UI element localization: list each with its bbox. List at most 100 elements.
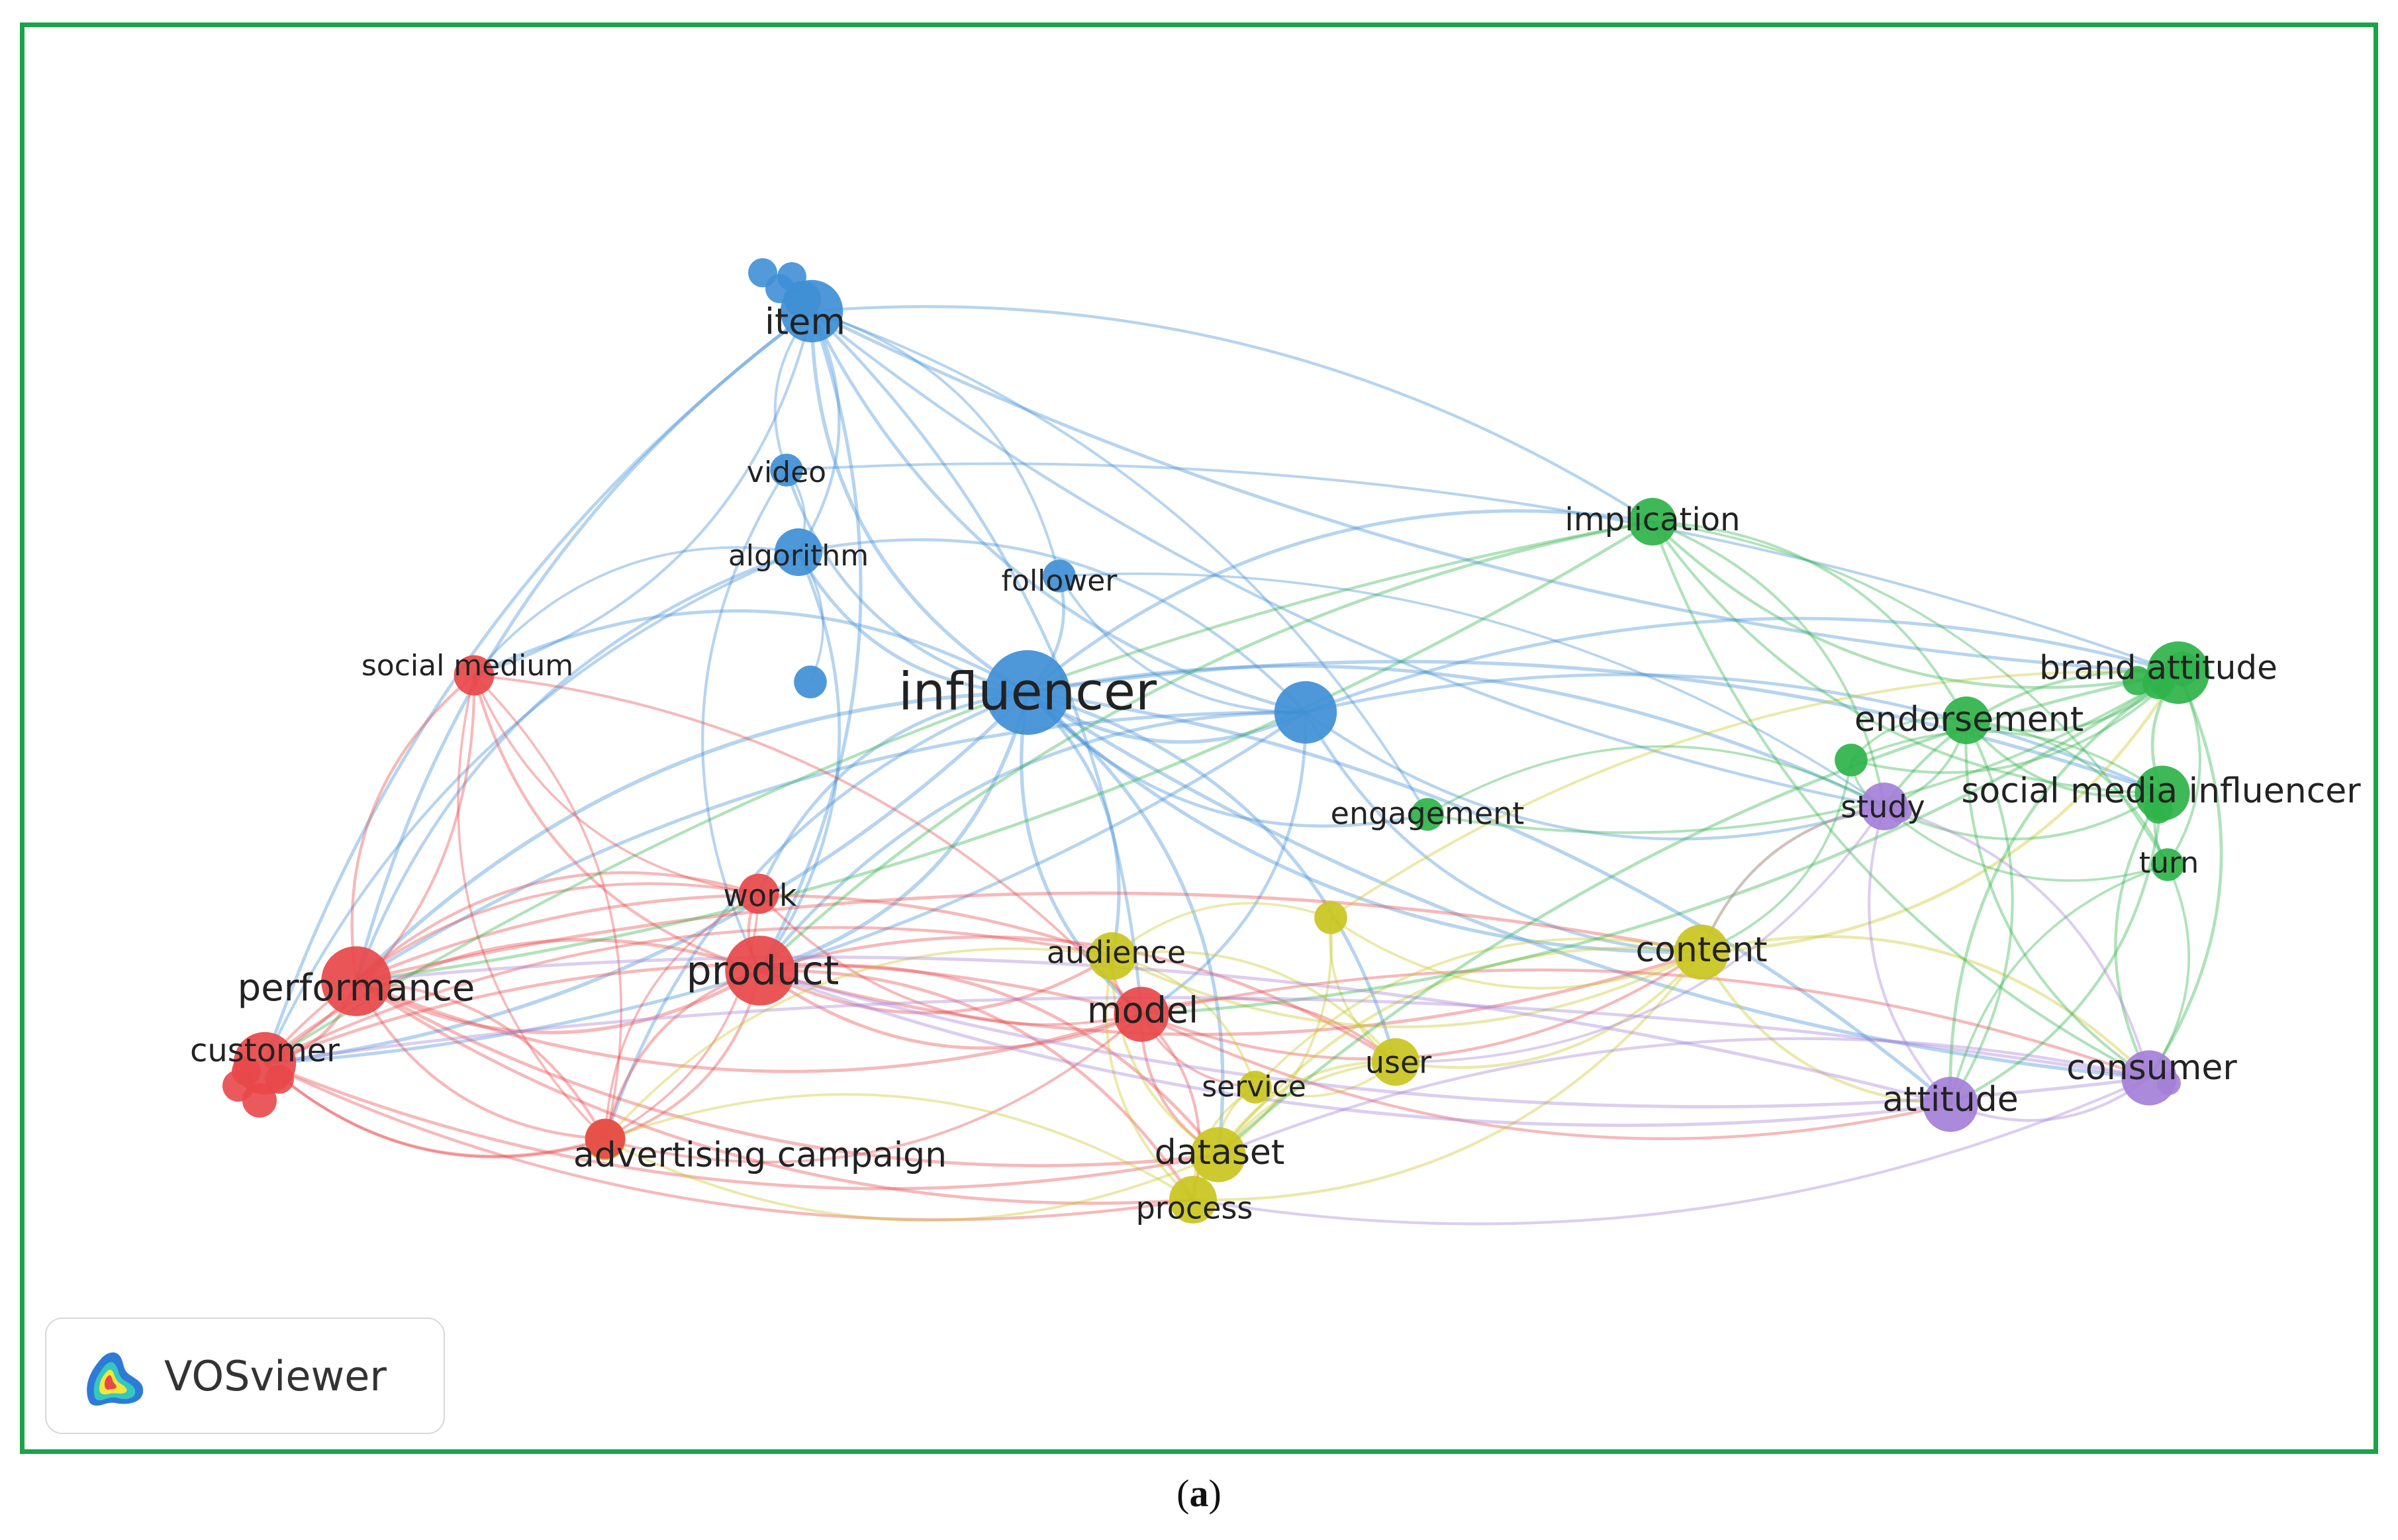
link-algorithm-customer bbox=[264, 550, 799, 1064]
link-performance-product bbox=[355, 969, 761, 1035]
link-work-model bbox=[757, 892, 1142, 1026]
link-content-process bbox=[1192, 951, 1703, 1202]
link-influencer-study bbox=[1027, 664, 1886, 808]
node-implication[interactable] bbox=[1629, 498, 1676, 546]
node-influencer[interactable] bbox=[985, 650, 1070, 735]
link-item-engagement bbox=[811, 310, 1429, 816]
label-implication: implication bbox=[1565, 501, 1741, 538]
node-green_small[interactable] bbox=[1835, 744, 1868, 777]
link-social_medium-customer bbox=[264, 675, 476, 1065]
link-follower-blue_hub bbox=[1058, 575, 1306, 714]
caption-close: ) bbox=[1208, 1472, 1222, 1515]
node-red_small[interactable] bbox=[585, 1118, 626, 1159]
link-turn-consumer bbox=[2148, 864, 2191, 1079]
node-performance[interactable] bbox=[321, 946, 391, 1016]
node-yellow_small[interactable] bbox=[1314, 901, 1347, 934]
node-engagement[interactable] bbox=[1411, 798, 1444, 831]
link-influencer-performance bbox=[354, 691, 1028, 983]
node-dataset[interactable] bbox=[1190, 1127, 1246, 1182]
link-study-consumer bbox=[1884, 804, 2151, 1079]
node-follower[interactable] bbox=[1043, 559, 1076, 593]
link-model-user bbox=[1141, 997, 1397, 1063]
link-blue_hub-content bbox=[1304, 711, 1702, 954]
link-advertising_campaign-audience bbox=[604, 947, 1113, 1141]
node-algorithm[interactable] bbox=[775, 528, 822, 576]
link-video-brand_attitude bbox=[786, 462, 2179, 674]
node-blue_small[interactable] bbox=[794, 665, 827, 698]
node-service[interactable] bbox=[1239, 1071, 1272, 1104]
link-turn-study bbox=[1883, 805, 2168, 882]
label-product: product bbox=[687, 948, 839, 994]
link-item-model bbox=[810, 310, 1143, 1015]
node-endorsement[interactable] bbox=[1942, 697, 1990, 744]
link-customer-advertising_campaign bbox=[264, 1062, 606, 1159]
node-content[interactable] bbox=[1674, 924, 1729, 980]
node-brand_attitude[interactable] bbox=[2146, 641, 2210, 704]
vosviewer-logo-icon bbox=[87, 1352, 144, 1406]
link-social_media_influencer-consumer bbox=[2114, 792, 2164, 1079]
node-social_media_influencer[interactable] bbox=[2134, 765, 2190, 821]
node-video[interactable] bbox=[770, 454, 803, 487]
node-social_medium[interactable] bbox=[454, 655, 495, 696]
link-item-social_medium bbox=[473, 311, 814, 677]
node-attitude[interactable] bbox=[1923, 1077, 1978, 1132]
node-cluster-green-2[interactable] bbox=[2123, 666, 2152, 695]
label-customer: customer bbox=[190, 1032, 340, 1069]
caption-letter: a bbox=[1189, 1472, 1209, 1515]
label-endorsement: endorsement bbox=[1854, 700, 2084, 740]
label-item: item bbox=[765, 301, 845, 343]
link-item-brand_attitude bbox=[810, 309, 2179, 675]
link-brand_attitude-dataset bbox=[1217, 671, 2179, 1156]
link-work-advertising_campaign bbox=[604, 892, 759, 1141]
node-product[interactable] bbox=[725, 936, 795, 1006]
node-customer[interactable] bbox=[233, 1032, 297, 1095]
link-influencer-consumer bbox=[1026, 691, 2150, 1080]
link-influencer-engagement bbox=[1026, 691, 1428, 828]
link-attitude-product bbox=[759, 969, 1951, 1128]
link-endorsement-attitude bbox=[1949, 720, 2014, 1106]
link-item-study bbox=[810, 310, 1885, 808]
label-turn: turn bbox=[2139, 846, 2199, 880]
link-customer-process bbox=[264, 1062, 1194, 1222]
node-consumer[interactable] bbox=[2121, 1050, 2177, 1106]
node-model[interactable] bbox=[1114, 987, 1169, 1042]
link-content-attitude bbox=[1700, 951, 1951, 1106]
link-consumer-process bbox=[1192, 1077, 2150, 1226]
link-performance-content bbox=[356, 891, 1702, 983]
node-turn[interactable] bbox=[2151, 848, 2184, 881]
node-blue_hub[interactable] bbox=[1274, 681, 1337, 744]
link-engagement-brand_attitude bbox=[1427, 671, 2180, 834]
label-attitude: attitude bbox=[1882, 1080, 2018, 1120]
label-video: video bbox=[747, 456, 826, 489]
link-content-consumer bbox=[1701, 935, 2150, 1079]
link-social_media_influencer-study bbox=[1884, 792, 2164, 841]
link-study-content bbox=[1700, 804, 1885, 953]
link-blue_hub-study bbox=[1304, 711, 1885, 841]
link-implication-social_media_influencer bbox=[1651, 520, 2163, 795]
node-audience[interactable] bbox=[1088, 932, 1136, 980]
node-study[interactable] bbox=[1860, 783, 1908, 830]
label-model: model bbox=[1087, 990, 1198, 1032]
vosviewer-logo-text: VOSviewer bbox=[164, 1351, 387, 1400]
node-process[interactable] bbox=[1169, 1176, 1217, 1224]
link-implication-endorsement bbox=[1652, 520, 1968, 721]
labels-layer: item video algorithm follower influencer soci… bbox=[190, 301, 2361, 1226]
link-consumer-dataset bbox=[1218, 1037, 2150, 1157]
link-influencer-customer bbox=[264, 691, 1029, 1065]
link-product-content bbox=[759, 950, 1702, 1036]
link-brand_attitude-model bbox=[1141, 671, 2180, 1016]
link-blue_hub-model bbox=[1140, 712, 1308, 1016]
caption-open: ( bbox=[1176, 1472, 1190, 1515]
node-work[interactable] bbox=[738, 873, 779, 914]
node-user[interactable] bbox=[1372, 1038, 1419, 1086]
link-influencer-social_medium bbox=[473, 609, 1029, 695]
link-model-advertising_campaign bbox=[604, 1013, 1143, 1164]
link-endorsement-turn bbox=[1966, 719, 2169, 865]
link-blue_hub-performance bbox=[355, 710, 1306, 983]
link-social_medium-work bbox=[473, 675, 759, 895]
link-influencer-social_media_influencer bbox=[1027, 659, 2163, 795]
link-customer-audience bbox=[264, 926, 1113, 1065]
node-item[interactable] bbox=[780, 279, 843, 343]
label-brand_attitude: brand attitude bbox=[2039, 649, 2278, 687]
